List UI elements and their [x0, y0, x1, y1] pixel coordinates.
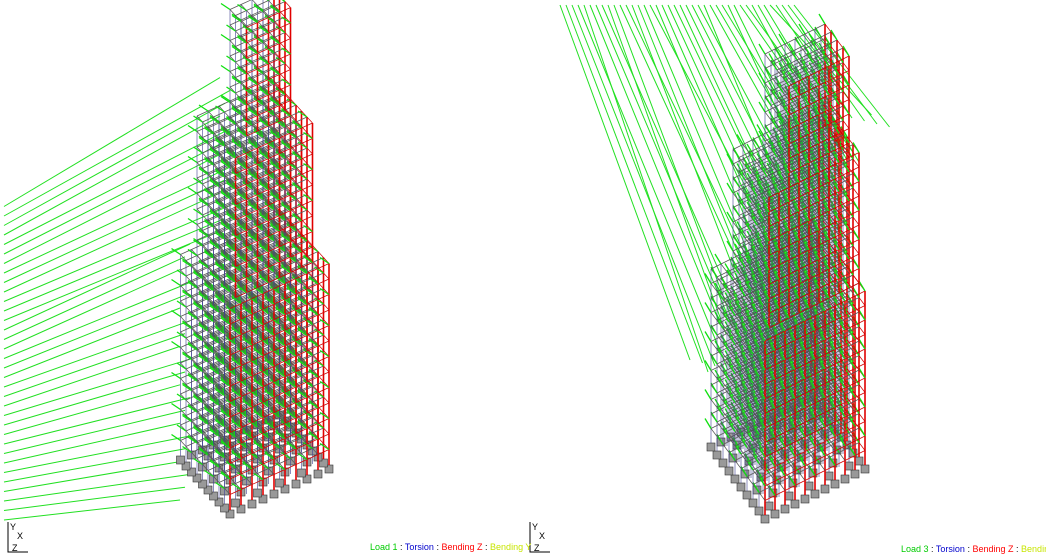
load-arrow [4, 398, 190, 444]
load-arrow [4, 90, 230, 216]
load-arrow [4, 487, 185, 510]
load-arrow [4, 116, 220, 235]
load-arrow [4, 385, 180, 435]
load-arrow [4, 154, 220, 263]
load-arrow [4, 308, 180, 378]
support [254, 489, 262, 497]
load-arrow [4, 359, 190, 415]
member-load [172, 311, 181, 317]
support [298, 469, 306, 477]
support [276, 479, 284, 487]
support [248, 500, 256, 508]
load-arrow [4, 474, 190, 501]
member-load [172, 280, 181, 286]
support [314, 470, 322, 478]
support [232, 499, 240, 507]
beam [181, 441, 187, 447]
member-load [172, 404, 181, 410]
load-arrow [4, 334, 185, 397]
beam [324, 366, 330, 372]
support [292, 480, 300, 488]
load-arrow [4, 295, 185, 368]
load-arrow [4, 244, 190, 330]
beam [324, 304, 330, 310]
member-load [172, 342, 181, 348]
load-arrow [4, 231, 220, 320]
beam [324, 335, 330, 341]
load-arrow [4, 257, 185, 340]
screenshot: Y X Z Y X Z Load 1 : Torsion : Bending Z… [0, 0, 1046, 557]
beam [324, 428, 330, 434]
beam [307, 240, 313, 246]
beam [324, 397, 330, 403]
member-load [188, 219, 197, 225]
beam [324, 273, 330, 279]
support [270, 490, 278, 498]
load-arrow [4, 500, 180, 520]
structure-view-left [4, 0, 333, 520]
load-arrow [4, 282, 190, 358]
support [177, 456, 185, 464]
beam [318, 252, 324, 258]
